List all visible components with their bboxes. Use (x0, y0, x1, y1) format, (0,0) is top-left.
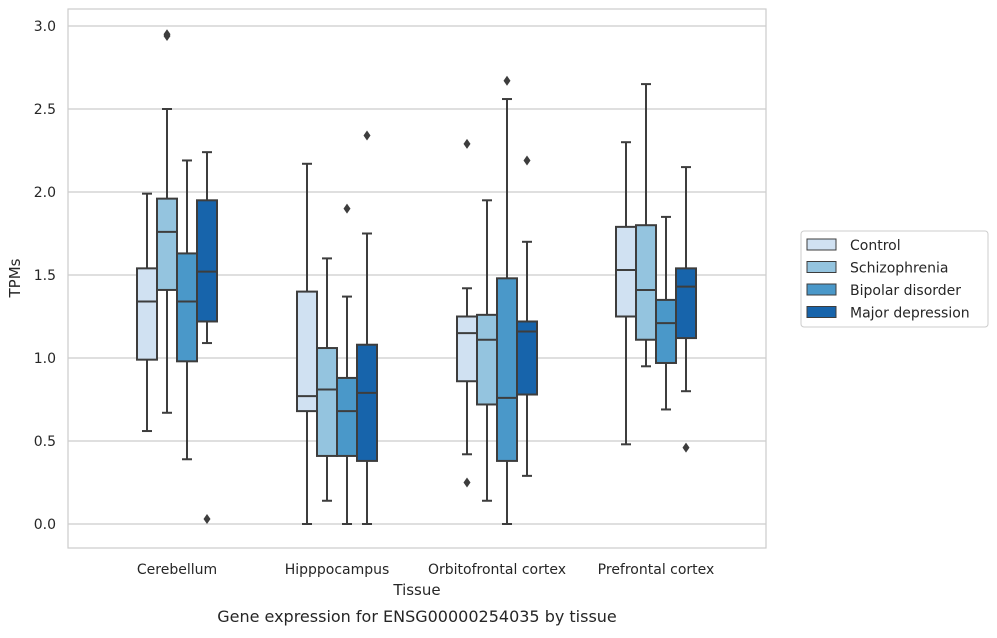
legend-swatch (806, 283, 837, 296)
outlier-point (503, 75, 511, 86)
legend-swatch (806, 306, 837, 318)
outlier-point (523, 155, 531, 166)
box-schizophrenia (156, 29, 178, 414)
y-tick-label: 1.0 (34, 351, 56, 367)
x-tick-label: Cerebellum (137, 562, 217, 578)
box-major-depression (516, 155, 538, 477)
outlier-point (343, 203, 351, 214)
box-iqr (136, 267, 158, 361)
y-tick-label: 0.5 (34, 434, 56, 450)
y-tick-label: 2.0 (34, 185, 56, 201)
box-schizophrenia (476, 199, 498, 502)
box-iqr (476, 313, 498, 406)
box-major-depression (196, 151, 218, 525)
legend-label: Major depression (850, 306, 970, 322)
legend-frame (800, 230, 989, 328)
box-bipolar-disorder (496, 75, 518, 525)
box-iqr (496, 277, 518, 462)
box-control (615, 141, 637, 446)
box-control (456, 138, 478, 488)
box-iqr (635, 224, 657, 341)
box-major-depression (356, 130, 378, 525)
box-bipolar-disorder (655, 215, 677, 411)
box-schizophrenia (635, 83, 657, 368)
box-iqr (196, 199, 218, 323)
box-iqr (456, 315, 478, 383)
x-tick-label: Prefrontal cortex (598, 562, 715, 578)
y-tick-label: 0.0 (34, 517, 56, 533)
legend-swatch (806, 261, 837, 273)
outlier-point (203, 514, 211, 525)
box-bipolar-disorder (176, 159, 198, 461)
box-iqr (336, 376, 358, 457)
box-iqr (156, 197, 178, 291)
outlier-point (682, 442, 690, 453)
y-tick-label: 1.5 (34, 268, 56, 284)
chart-caption: Gene expression for ENSG00000254035 by t… (217, 607, 617, 626)
legend-label: Bipolar disorder (850, 283, 961, 299)
outlier-point (163, 29, 171, 40)
outlier-point (463, 477, 471, 488)
box-major-depression (675, 166, 697, 453)
box-iqr (655, 298, 677, 364)
legend-label: Control (850, 238, 901, 254)
y-axis-label: TPMs (6, 258, 24, 298)
outlier-point (363, 130, 371, 141)
box-iqr (316, 347, 338, 457)
legend: Control Schizophrenia Bipolar disorder Majo… (800, 230, 989, 328)
box-iqr (615, 225, 637, 318)
box-bipolar-disorder (336, 203, 358, 525)
legend-swatch (806, 238, 837, 251)
outlier-point (463, 138, 471, 149)
box-iqr (176, 252, 198, 363)
y-tick-label: 2.5 (34, 102, 56, 118)
box-iqr (675, 267, 697, 340)
x-tick-label: Orbitofrontal cortex (428, 562, 566, 578)
plot-area-frame (67, 8, 767, 549)
x-tick-labels: Cerebellum Hipppocampus Orbitofrontal cort… (137, 562, 714, 578)
box-iqr (516, 320, 538, 396)
x-axis-label: Tissue (392, 581, 440, 599)
box-control (136, 192, 158, 433)
legend-label: Schizophrenia (850, 261, 948, 277)
y-tick-label: 3.0 (34, 19, 56, 35)
x-tick-label: Hipppocampus (285, 562, 390, 578)
box-groups (136, 29, 697, 525)
box-control (296, 162, 318, 525)
box-iqr (296, 290, 318, 413)
box-iqr (356, 343, 378, 462)
y-tick-labels: 0.0 0.5 1.0 1.5 2.0 2.5 3.0 (34, 19, 56, 533)
box-schizophrenia (316, 257, 338, 502)
